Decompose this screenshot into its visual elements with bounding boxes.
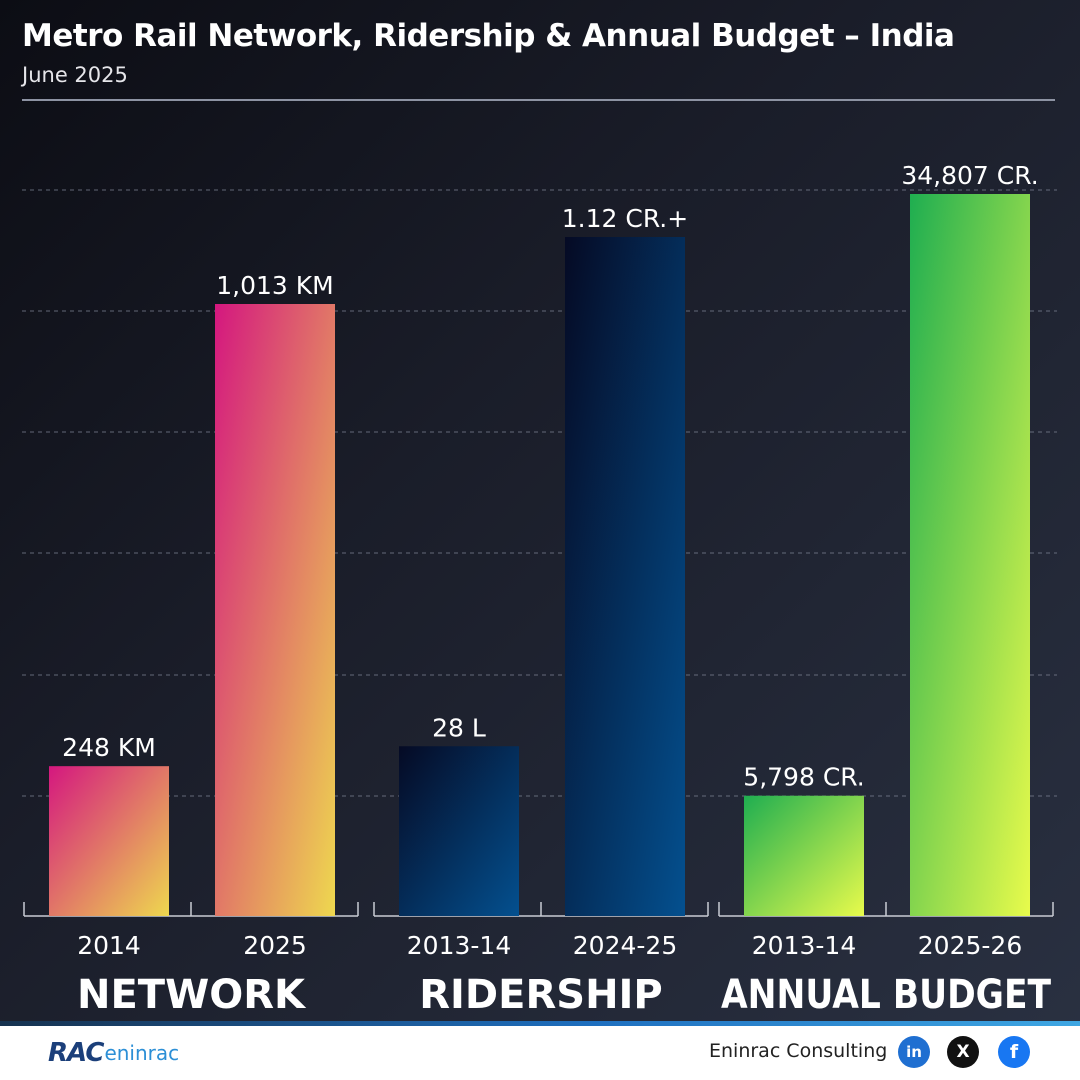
x-icon[interactable]: X [947,1036,979,1068]
bar [399,746,519,916]
bar [215,304,335,916]
eninrac-logo: RAC eninrac [48,1036,179,1070]
x-tick-label: 2013-14 [752,931,856,960]
page-title: Metro Rail Network, Ridership & Annual B… [22,18,955,54]
group-label: ANNUAL BUDGET [721,972,1052,1018]
group-label: NETWORK [77,972,307,1018]
data-label: 1.12 CR.+ [562,204,688,233]
bar-chart: 248 KM 2014 1,013 KM 2025 NETWORK 28 L 2013-14… [22,161,1057,1018]
page-subtitle: June 2025 [22,63,128,87]
bar [910,194,1030,916]
logo-mark: RAC [48,1038,104,1068]
data-label: 248 KM [62,733,156,762]
title-divider [22,99,1055,101]
linkedin-icon[interactable]: in [898,1036,930,1068]
x-tick-label: 2014 [77,931,141,960]
facebook-icon[interactable]: f [998,1036,1030,1068]
data-label: 5,798 CR. [743,763,864,792]
bar [744,795,864,916]
footer-accent-strip [0,1021,1080,1026]
x-tick-label: 2013-14 [407,931,511,960]
bar [49,766,169,916]
x-tick-label: 2025 [243,931,307,960]
x-tick-label: 2025-26 [918,931,1022,960]
data-label: 1,013 KM [216,271,333,300]
x-tick-label: 2024-25 [573,931,677,960]
data-label: 34,807 CR. [901,161,1038,190]
company-name: Eninrac Consulting [709,1040,888,1062]
logo-wordmark: eninrac [104,1041,180,1065]
data-label: 28 L [432,713,486,742]
group-label: RIDERSHIP [419,972,663,1018]
bar [565,237,685,916]
